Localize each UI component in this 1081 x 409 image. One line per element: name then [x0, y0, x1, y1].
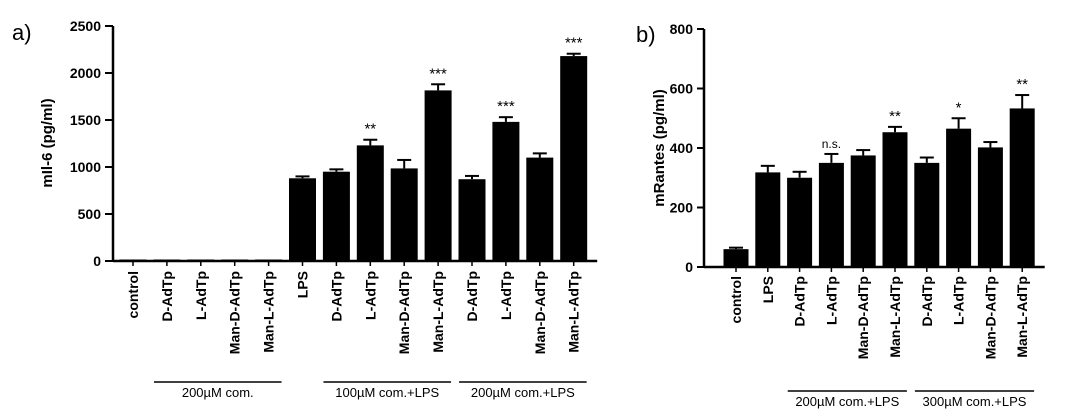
bar	[187, 259, 215, 261]
significance-label: **	[1016, 76, 1028, 93]
bar	[221, 259, 249, 261]
significance-label: n.s.	[822, 137, 841, 151]
y-tick-label: 2000	[70, 65, 101, 81]
chart-panel-a: a) mIl-6 (pg/ml) 0 500 1000 1500 2000 2500 contr…	[12, 18, 598, 400]
bar	[850, 155, 876, 267]
panel-label: b)	[636, 22, 656, 47]
category-label: Man-D-AdTp	[532, 271, 548, 354]
y-tick-label: 600	[670, 81, 694, 97]
y-tick-label: 500	[78, 206, 102, 222]
bar	[882, 132, 908, 267]
y-tick-label: 800	[670, 21, 694, 37]
category-label: L-AdTp	[193, 271, 209, 320]
category-label: Man-D-AdTp	[227, 271, 243, 354]
bar	[526, 157, 554, 261]
category-label: D-AdTp	[464, 271, 480, 322]
category-label: LPS	[760, 276, 776, 303]
category-label: D-AdTp	[792, 276, 808, 327]
category-label: Man-L-AdTp	[887, 276, 903, 358]
category-label: control	[728, 276, 744, 323]
y-tick-label: 0	[685, 259, 693, 275]
group-label: 200µM com.	[182, 385, 254, 400]
category-label: Man-D-AdTp	[982, 276, 998, 359]
category-label: L-AdTp	[951, 276, 967, 325]
category-label: Man-L-AdTp	[566, 271, 582, 353]
bar	[755, 172, 781, 267]
y-tick-label: 200	[670, 200, 694, 216]
y-tick-label: 1500	[70, 112, 101, 128]
bar	[458, 179, 486, 261]
category-label: Man-D-AdTp	[855, 276, 871, 359]
bar	[1009, 108, 1035, 268]
bar	[322, 171, 350, 261]
bar	[356, 145, 384, 261]
y-tick-label: 400	[670, 140, 694, 156]
y-tick-label: 1000	[70, 159, 101, 175]
category-label: L-AdTp	[498, 271, 514, 320]
group-label: 200µM com.+LPS	[471, 385, 575, 400]
category-label: D-AdTp	[919, 276, 935, 327]
category-label: L-AdTp	[362, 271, 378, 320]
significance-label: ***	[565, 35, 583, 52]
bar	[560, 56, 588, 261]
significance-label: *	[956, 99, 962, 116]
bar	[977, 147, 1003, 267]
y-axis-label: mIl-6 (pg/ml)	[39, 98, 56, 187]
bar	[255, 259, 283, 261]
bar	[946, 128, 972, 267]
y-tick-label: 0	[93, 253, 101, 269]
bar	[289, 178, 316, 261]
category-label: Man-L-AdTp	[1014, 276, 1030, 358]
category-label: Man-D-AdTp	[396, 271, 412, 354]
group-label: 100µM com.+LPS	[335, 385, 439, 400]
category-label: D-AdTp	[328, 271, 344, 322]
group-label: 300µM com.+LPS	[923, 394, 1027, 409]
chart-panel-b: b) mRantes (pg/ml) 0 200 400 600 800 control LPS…	[636, 21, 1045, 409]
category-label: LPS	[295, 271, 311, 298]
category-label: D-AdTp	[159, 271, 175, 322]
bar	[492, 121, 520, 261]
y-axis-label: mRantes (pg/ml)	[651, 89, 668, 207]
significance-label: **	[889, 108, 901, 125]
bar	[153, 259, 181, 261]
bar	[390, 168, 418, 261]
category-label: Man-L-AdTp	[261, 271, 277, 353]
bar	[119, 259, 147, 261]
category-label: L-AdTp	[823, 276, 839, 325]
bar	[914, 162, 940, 267]
significance-label: ***	[429, 65, 447, 82]
group-label: 200µM com.+LPS	[795, 394, 899, 409]
y-tick-label: 2500	[70, 18, 101, 34]
category-label: Man-L-AdTp	[430, 271, 446, 353]
bar	[818, 162, 844, 267]
bar	[787, 177, 813, 267]
significance-label: **	[364, 121, 376, 138]
significance-label: ***	[497, 98, 515, 115]
category-label: control	[125, 271, 141, 318]
bar	[424, 90, 452, 261]
bar	[723, 249, 749, 267]
panel-label: a)	[12, 20, 32, 45]
